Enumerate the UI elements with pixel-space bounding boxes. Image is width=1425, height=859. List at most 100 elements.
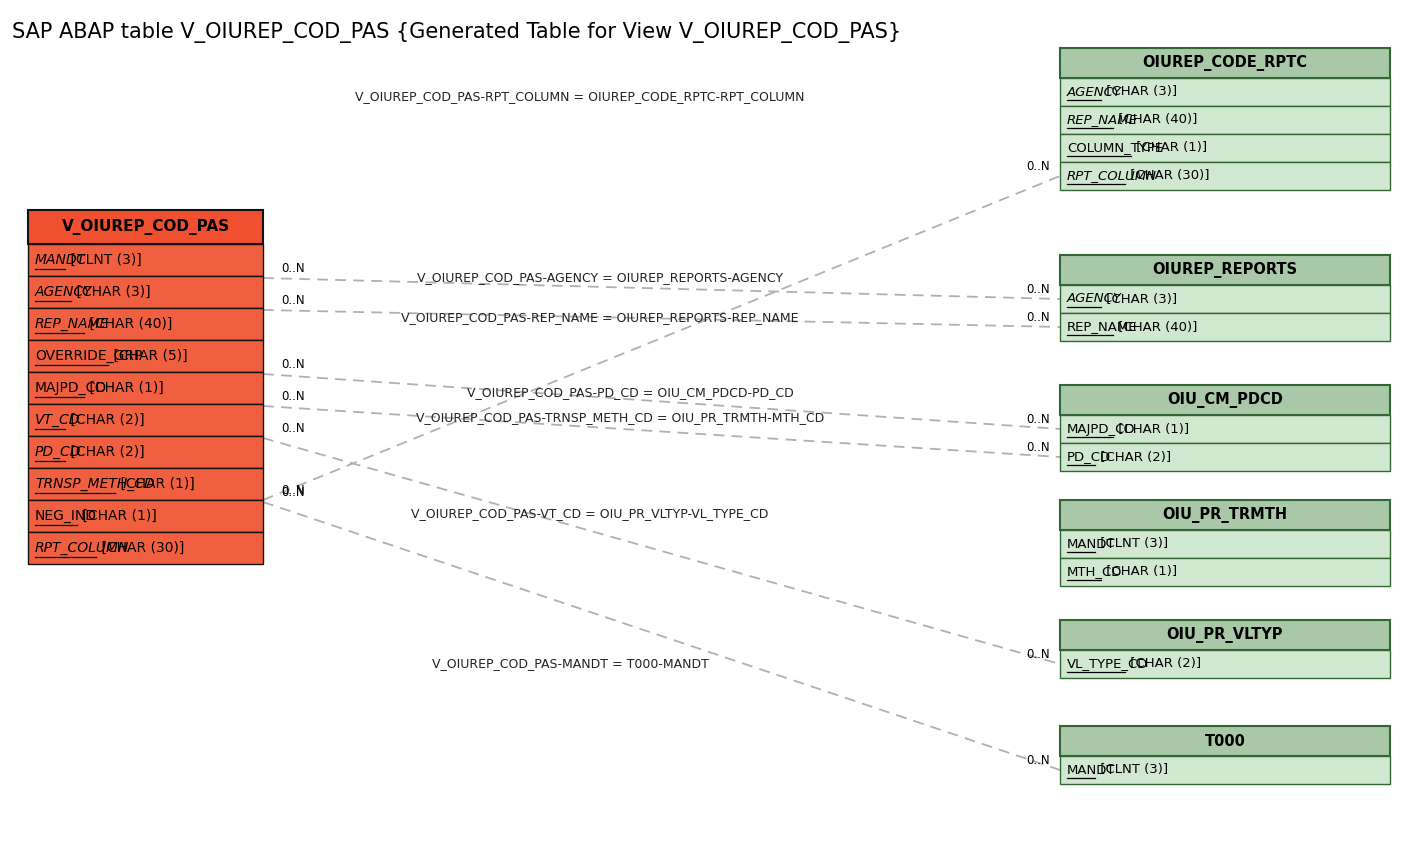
Text: [CHAR (1)]: [CHAR (1)] xyxy=(1103,565,1177,578)
Bar xyxy=(1060,620,1389,650)
Text: [CHAR (40)]: [CHAR (40)] xyxy=(84,317,172,331)
Bar xyxy=(28,532,264,564)
Text: 0..N: 0..N xyxy=(1026,160,1050,173)
Text: V_OIUREP_COD_PAS-MANDT = T000-MANDT: V_OIUREP_COD_PAS-MANDT = T000-MANDT xyxy=(432,657,708,671)
Text: 0..N: 0..N xyxy=(281,358,305,371)
Text: NEG_IND: NEG_IND xyxy=(36,509,97,523)
Text: 0..N: 0..N xyxy=(281,294,305,307)
Bar xyxy=(1060,415,1389,443)
Text: [CLNT (3)]: [CLNT (3)] xyxy=(1096,538,1168,551)
Bar xyxy=(28,372,264,404)
Text: [CLNT (3)]: [CLNT (3)] xyxy=(1096,764,1168,777)
Text: COLUMN_TYPE: COLUMN_TYPE xyxy=(1067,142,1163,155)
Text: [CHAR (3)]: [CHAR (3)] xyxy=(1103,86,1177,99)
Text: OIUREP_CODE_RPTC: OIUREP_CODE_RPTC xyxy=(1143,55,1308,71)
Text: [CHAR (2)]: [CHAR (2)] xyxy=(66,413,144,427)
Bar xyxy=(1060,500,1389,530)
Bar xyxy=(1060,78,1389,106)
Bar xyxy=(28,436,264,468)
Text: 0..N: 0..N xyxy=(1026,283,1050,296)
Text: [CHAR (30)]: [CHAR (30)] xyxy=(97,541,184,555)
Text: OIU_CM_PDCD: OIU_CM_PDCD xyxy=(1167,392,1282,408)
Text: 0..N: 0..N xyxy=(1026,311,1050,324)
Bar xyxy=(28,210,264,244)
Text: SAP ABAP table V_OIUREP_COD_PAS {Generated Table for View V_OIUREP_COD_PAS}: SAP ABAP table V_OIUREP_COD_PAS {Generat… xyxy=(11,22,901,43)
Bar xyxy=(1060,530,1389,558)
Text: V_OIUREP_COD_PAS-PD_CD = OIU_CM_PDCD-PD_CD: V_OIUREP_COD_PAS-PD_CD = OIU_CM_PDCD-PD_… xyxy=(466,387,794,399)
Text: [CHAR (1)]: [CHAR (1)] xyxy=(115,477,194,491)
Bar xyxy=(1060,106,1389,134)
Text: [CHAR (2)]: [CHAR (2)] xyxy=(1096,450,1171,464)
Text: V_OIUREP_COD_PAS-TRNSP_METH_CD = OIU_PR_TRMTH-MTH_CD: V_OIUREP_COD_PAS-TRNSP_METH_CD = OIU_PR_… xyxy=(416,411,824,424)
Bar xyxy=(1060,726,1389,756)
Text: MAJPD_CD: MAJPD_CD xyxy=(36,381,107,395)
Text: [CLNT (3)]: [CLNT (3)] xyxy=(66,253,141,267)
Text: V_OIUREP_COD_PAS-REP_NAME = OIUREP_REPORTS-REP_NAME: V_OIUREP_COD_PAS-REP_NAME = OIUREP_REPOR… xyxy=(402,312,799,325)
Text: [CHAR (1)]: [CHAR (1)] xyxy=(78,509,157,523)
Text: VL_TYPE_CD: VL_TYPE_CD xyxy=(1067,657,1149,671)
Bar xyxy=(1060,558,1389,586)
Text: 0..N: 0..N xyxy=(1026,441,1050,454)
Text: [CHAR (2)]: [CHAR (2)] xyxy=(66,445,144,459)
Text: [CHAR (1)]: [CHAR (1)] xyxy=(1131,142,1207,155)
Text: [CHAR (40)]: [CHAR (40)] xyxy=(1114,113,1197,126)
Bar xyxy=(28,468,264,500)
Bar xyxy=(1060,650,1389,678)
Bar xyxy=(28,340,264,372)
Text: V_OIUREP_COD_PAS: V_OIUREP_COD_PAS xyxy=(61,219,229,235)
Text: 0..N: 0..N xyxy=(1026,413,1050,426)
Text: 0..N: 0..N xyxy=(281,484,305,497)
Text: 0..N: 0..N xyxy=(281,486,305,499)
Text: VT_CD: VT_CD xyxy=(36,413,80,427)
Bar xyxy=(1060,134,1389,162)
Text: T000: T000 xyxy=(1204,734,1245,748)
Text: [CHAR (1)]: [CHAR (1)] xyxy=(84,381,164,395)
Bar xyxy=(28,276,264,308)
Text: V_OIUREP_COD_PAS-AGENCY = OIUREP_REPORTS-AGENCY: V_OIUREP_COD_PAS-AGENCY = OIUREP_REPORTS… xyxy=(418,271,782,284)
Bar xyxy=(1060,285,1389,313)
Text: [CHAR (2)]: [CHAR (2)] xyxy=(1126,657,1201,671)
Text: V_OIUREP_COD_PAS-VT_CD = OIU_PR_VLTYP-VL_TYPE_CD: V_OIUREP_COD_PAS-VT_CD = OIU_PR_VLTYP-VL… xyxy=(412,508,768,521)
Text: PD_CD: PD_CD xyxy=(1067,450,1112,464)
Text: OIU_PR_VLTYP: OIU_PR_VLTYP xyxy=(1167,627,1284,643)
Bar xyxy=(1060,313,1389,341)
Text: REP_NAME: REP_NAME xyxy=(1067,113,1139,126)
Text: OIU_PR_TRMTH: OIU_PR_TRMTH xyxy=(1163,507,1288,523)
Text: OIUREP_REPORTS: OIUREP_REPORTS xyxy=(1153,262,1298,278)
Text: MANDT: MANDT xyxy=(1067,538,1116,551)
Text: TRNSP_METH_CD: TRNSP_METH_CD xyxy=(36,477,155,491)
Text: REP_NAME: REP_NAME xyxy=(36,317,110,331)
Text: OVERRIDE_GRP: OVERRIDE_GRP xyxy=(36,349,142,363)
Bar xyxy=(1060,255,1389,285)
Text: 0..N: 0..N xyxy=(1026,754,1050,767)
Text: [CHAR (3)]: [CHAR (3)] xyxy=(1103,293,1177,306)
Text: 0..N: 0..N xyxy=(281,422,305,435)
Bar xyxy=(1060,162,1389,190)
Bar xyxy=(28,244,264,276)
Text: AGENCY: AGENCY xyxy=(1067,293,1121,306)
Text: AGENCY: AGENCY xyxy=(36,285,93,299)
Text: 0..N: 0..N xyxy=(281,390,305,403)
Text: 0..N: 0..N xyxy=(281,262,305,275)
Text: MANDT: MANDT xyxy=(1067,764,1116,777)
Bar xyxy=(1060,756,1389,784)
Bar xyxy=(1060,443,1389,471)
Text: [CHAR (1)]: [CHAR (1)] xyxy=(1114,423,1190,436)
Text: PD_CD: PD_CD xyxy=(36,445,81,459)
Bar xyxy=(28,308,264,340)
Text: RPT_COLUMN: RPT_COLUMN xyxy=(1067,169,1157,182)
Text: AGENCY: AGENCY xyxy=(1067,86,1121,99)
Text: REP_NAME: REP_NAME xyxy=(1067,320,1137,333)
Bar xyxy=(1060,385,1389,415)
Text: [CHAR (40)]: [CHAR (40)] xyxy=(1114,320,1197,333)
Text: [CHAR (5)]: [CHAR (5)] xyxy=(110,349,188,363)
Text: V_OIUREP_COD_PAS-RPT_COLUMN = OIUREP_CODE_RPTC-RPT_COLUMN: V_OIUREP_COD_PAS-RPT_COLUMN = OIUREP_COD… xyxy=(355,90,805,103)
Bar xyxy=(1060,48,1389,78)
Text: [CHAR (30)]: [CHAR (30)] xyxy=(1126,169,1210,182)
Text: RPT_COLUMN: RPT_COLUMN xyxy=(36,541,130,555)
Text: MTH_CD: MTH_CD xyxy=(1067,565,1123,578)
Text: 0..N: 0..N xyxy=(1026,648,1050,661)
Text: [CHAR (3)]: [CHAR (3)] xyxy=(73,285,151,299)
Text: MAJPD_CD: MAJPD_CD xyxy=(1067,423,1136,436)
Bar xyxy=(28,404,264,436)
